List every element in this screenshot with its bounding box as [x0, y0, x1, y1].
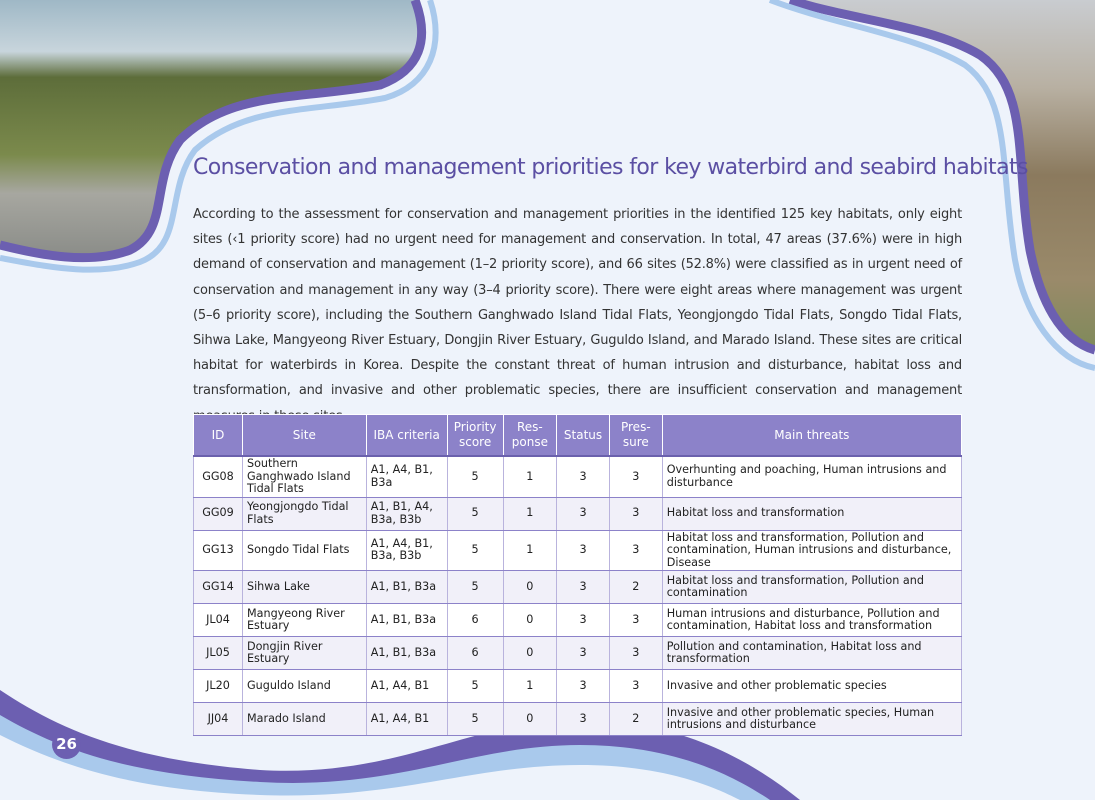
table-cell: 6: [446, 603, 504, 637]
table-cell: JL04: [193, 603, 243, 637]
column-header: ID: [193, 414, 243, 457]
table-cell: GG13: [193, 529, 243, 571]
table-cell: A1, B1, B3a: [365, 570, 448, 604]
table-cell: Mangyeong River Estuary: [241, 603, 367, 637]
table-cell: Guguldo Island: [241, 669, 367, 703]
table-cell: 1: [502, 496, 558, 531]
table-cell: 3: [608, 529, 663, 571]
title: Conservation and management priorities f…: [193, 155, 1028, 180]
column-header: Status: [556, 414, 610, 457]
column-header: Res- ponse: [502, 414, 558, 457]
table-cell: 5: [446, 455, 504, 498]
page-number: 26: [52, 730, 81, 759]
table-cell: JL20: [193, 669, 243, 703]
wave-border: [768, 0, 1095, 371]
table-cell: 3: [556, 669, 610, 703]
table-cell: A1, B1, A4, B3a, B3b: [365, 496, 448, 531]
table-row: GG08 Southern Ganghwado Island Tidal Flat…: [193, 455, 963, 498]
table-cell: 5: [446, 496, 504, 531]
wave-border: [0, 0, 427, 263]
table-cell: 1: [502, 529, 558, 571]
table-cell: 0: [502, 636, 558, 670]
table-cell: Yeongjongdo Tidal Flats: [241, 496, 367, 531]
column-header: Priority score: [446, 414, 504, 457]
table-cell: Marado Island: [241, 702, 367, 736]
table-cell: A1, A4, B1: [365, 669, 448, 703]
photo-tidal-flat: [790, 0, 1095, 350]
photo-wetland: [0, 0, 422, 258]
table-cell: 3: [556, 570, 610, 604]
table-cell: 3: [608, 603, 663, 637]
table-row: JL05 Dongjin River Estuary A1, B1, B3a 6 0 3 3…: [193, 636, 963, 670]
column-header: IBA criteria: [365, 414, 448, 457]
column-header: Main threats: [661, 414, 963, 457]
table-cell: A1, A4, B1, B3a, B3b: [365, 529, 448, 571]
table-cell: Habitat loss and transformation, Polluti…: [661, 570, 963, 604]
table-row: JL20 Guguldo Island A1, A4, B1 5 1 3 3 Invasive…: [193, 669, 963, 703]
table-cell: A1, B1, B3a: [365, 636, 448, 670]
table-cell: 1: [502, 455, 558, 498]
priority-table: ID Site IBA criteria Priority score Res- pon…: [193, 414, 963, 736]
wave-bottom: [0, 735, 740, 800]
table-cell: 3: [556, 455, 610, 498]
table-cell: Invasive and other problematic species: [661, 669, 963, 703]
column-header: Site: [241, 414, 367, 457]
table-cell: Sihwa Lake: [241, 570, 367, 604]
table-cell: Dongjin River Estuary: [241, 636, 367, 670]
table-cell: 5: [446, 529, 504, 571]
table-cell: 3: [608, 636, 663, 670]
table-cell: JJ04: [193, 702, 243, 736]
table-cell: 3: [556, 603, 610, 637]
table-cell: 2: [608, 570, 663, 604]
table-cell: 3: [556, 636, 610, 670]
table-cell: 5: [446, 570, 504, 604]
table-cell: 6: [446, 636, 504, 670]
table-cell: Pollution and contamination, Habitat los…: [661, 636, 963, 670]
table-cell: Habitat loss and transformation, Polluti…: [661, 529, 963, 571]
wave-border: [0, 0, 439, 273]
wave-border: [788, 0, 1095, 355]
table-cell: GG14: [193, 570, 243, 604]
table-cell: 2: [608, 702, 663, 736]
table-cell: 3: [608, 669, 663, 703]
table-cell: 0: [502, 603, 558, 637]
table-cell: 5: [446, 702, 504, 736]
table-row: GG13 Songdo Tidal Flats A1, A4, B1, B3a, B…: [193, 529, 963, 571]
column-header: Pres- sure: [608, 414, 663, 457]
table-cell: 3: [556, 702, 610, 736]
table-cell: Southern Ganghwado Island Tidal Flats: [241, 455, 367, 498]
table-row: GG14 Sihwa Lake A1, B1, B3a 5 0 3 2 Habitat los…: [193, 570, 963, 604]
table-cell: Human intrusions and disturbance, Pollut…: [661, 603, 963, 637]
table-cell: 5: [446, 669, 504, 703]
header-row: ID Site IBA criteria Priority score Res- pon…: [193, 414, 963, 457]
table-cell: 3: [556, 496, 610, 531]
table-cell: 1: [502, 669, 558, 703]
table-cell: Habitat loss and transformation: [661, 496, 963, 531]
table-cell: 3: [608, 496, 663, 531]
table-cell: 3: [556, 529, 610, 571]
table-cell: JL05: [193, 636, 243, 670]
table-cell: A1, B1, B3a: [365, 603, 448, 637]
table-cell: 0: [502, 570, 558, 604]
table-row: JL04 Mangyeong River Estuary A1, B1, B3a 6 0…: [193, 603, 963, 637]
table-row: GG09 Yeongjongdo Tidal Flats A1, B1, A4, B…: [193, 496, 963, 531]
table-cell: 3: [608, 455, 663, 498]
table-cell: 0: [502, 702, 558, 736]
table-cell: A1, A4, B1: [365, 702, 448, 736]
table-cell: Songdo Tidal Flats: [241, 529, 367, 571]
table-cell: Invasive and other problematic species, …: [661, 702, 963, 736]
table-cell: GG08: [193, 455, 243, 498]
body-text: According to the assessment for conserva…: [193, 207, 962, 424]
table-row: JJ04 Marado Island A1, A4, B1 5 0 3 2 Invasive …: [193, 702, 963, 736]
table-cell: GG09: [193, 496, 243, 531]
table-cell: Overhunting and poaching, Human intrusio…: [661, 455, 963, 498]
table-cell: A1, A4, B1, B3a: [365, 455, 448, 498]
